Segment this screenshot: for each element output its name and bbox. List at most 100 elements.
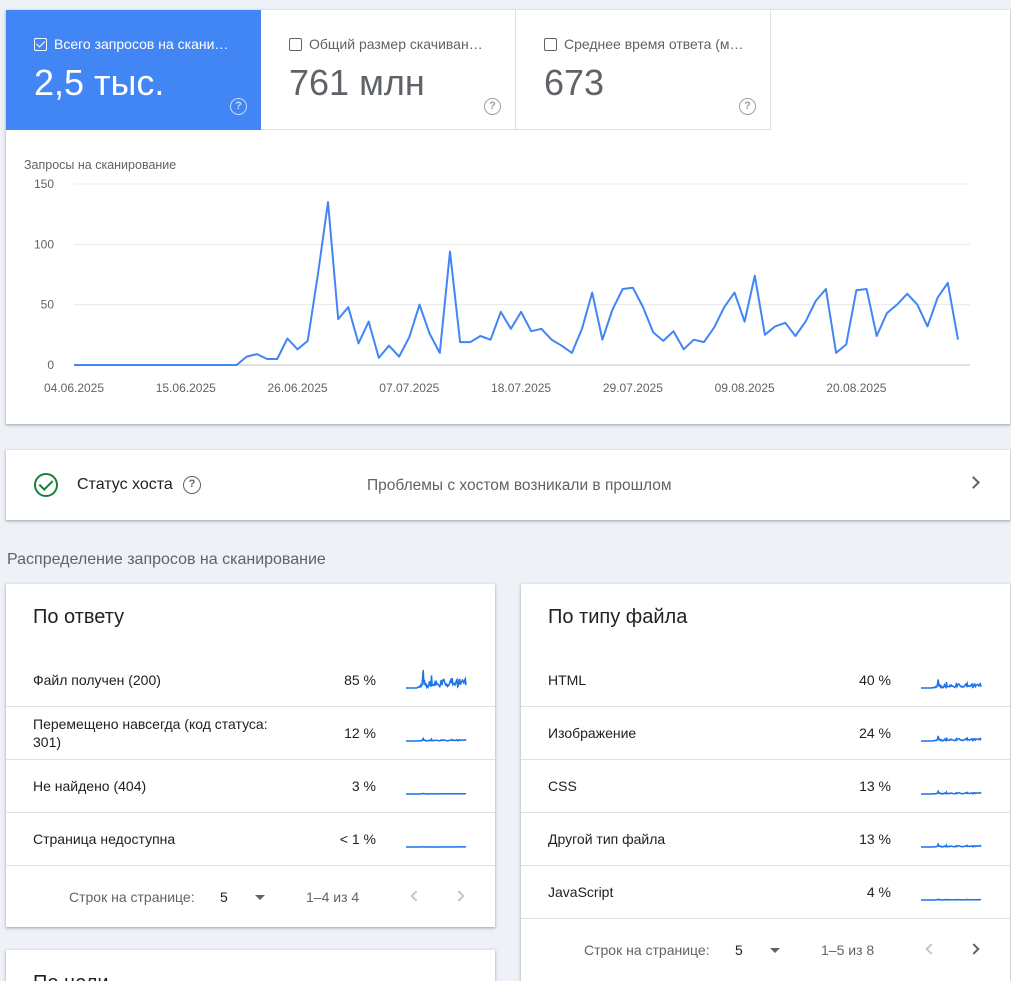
row-label: Другой тип файла: [548, 831, 666, 847]
chevron-left-icon[interactable]: [410, 890, 422, 902]
crawl-requests-chart[interactable]: 150 100 50 0 04.06.2025 15.06.2025 26.06.2025 0…: [6, 170, 1010, 420]
row-label: Страница недоступна: [33, 831, 176, 847]
sparkline-line: [921, 842, 982, 848]
x-tick-label: 29.07.2025: [603, 381, 663, 395]
x-tick-label: 09.08.2025: [715, 381, 775, 395]
table-row[interactable]: Другой тип файла 13 %: [521, 813, 1010, 866]
dropdown-arrow-icon[interactable]: [770, 948, 780, 953]
sparkline: [406, 669, 467, 690]
help-icon[interactable]: ?: [183, 476, 201, 494]
rows-per-page-label: Строк на странице:: [69, 889, 195, 905]
table-row[interactable]: Изображение 24 %: [521, 707, 1010, 760]
y-tick-label: 100: [34, 237, 54, 251]
x-tick-label: 15.06.2025: [156, 381, 216, 395]
checkbox-checked-icon[interactable]: [34, 38, 47, 51]
sparkline-line: [406, 669, 467, 690]
by-file-type-card: По типу файла HTML 40 % Изображение 24 % CSS…: [521, 584, 1010, 981]
row-label: Перемещено навсегда (код статуса: 301): [33, 716, 268, 750]
y-tick-label: 50: [41, 298, 55, 312]
sparkline-line: [921, 898, 982, 901]
table-row[interactable]: HTML 40 %: [521, 654, 1010, 707]
row-percent: 24 %: [859, 725, 891, 741]
chevron-right-icon[interactable]: [968, 943, 980, 955]
crawl-stats-card: Всего запросов на скани… 2,5 тыс. ? Общи…: [6, 10, 1010, 424]
x-tick-label: 26.06.2025: [268, 381, 328, 395]
row-percent: 3 %: [351, 778, 376, 794]
metric-value: 761 млн: [289, 62, 425, 103]
x-tick-label: 18.07.2025: [491, 381, 551, 395]
row-percent: 12 %: [344, 725, 376, 741]
by-response-card: По ответу Файл получен (200) 85 % Перемеще…: [6, 584, 495, 927]
sparkline-line: [921, 735, 982, 742]
metric-total-requests[interactable]: Всего запросов на скани… 2,5 тыс. ?: [6, 10, 261, 130]
sparkline-line: [921, 789, 982, 795]
help-icon[interactable]: ?: [739, 98, 756, 115]
row-percent: 40 %: [859, 672, 891, 688]
row-label: Не найдено (404): [33, 778, 147, 794]
checkbox-icon[interactable]: [544, 38, 557, 51]
table-row[interactable]: Перемещено навсегда (код статуса: 301) 12…: [6, 707, 495, 760]
metric-label: Общий размер скачиван…: [309, 36, 483, 52]
row-percent: 13 %: [859, 778, 891, 794]
pagination: Строк на странице: 5 1–4 из 4: [6, 867, 495, 927]
metric-response-time[interactable]: Среднее время ответа (м… 673 ?: [516, 10, 771, 130]
x-tick-label: 20.08.2025: [826, 381, 886, 395]
sparkline-line: [406, 736, 467, 742]
help-icon[interactable]: ?: [484, 98, 501, 115]
by-purpose-card: По цели: [6, 950, 495, 981]
chevron-right-icon[interactable]: [453, 890, 465, 902]
dropdown-arrow-icon[interactable]: [255, 895, 265, 900]
row-percent: < 1 %: [339, 831, 376, 847]
pagination: Строк на странице: 5 1–5 из 8: [521, 920, 1010, 980]
page-range: 1–4 из 4: [306, 889, 360, 905]
y-tick-label: 150: [34, 177, 54, 191]
rows-per-page-select[interactable]: 5: [220, 889, 228, 905]
row-label: JavaScript: [548, 884, 614, 900]
row-label: Изображение: [548, 725, 637, 741]
row-percent: 85 %: [344, 672, 376, 688]
metric-value: 673: [544, 62, 605, 103]
row-percent: 4 %: [866, 884, 891, 900]
table-row[interactable]: Не найдено (404) 3 %: [6, 760, 495, 813]
table-row[interactable]: Страница недоступна < 1 %: [6, 813, 495, 866]
table-row[interactable]: Файл получен (200) 85 %: [6, 654, 495, 707]
metric-download-size[interactable]: Общий размер скачиван… 761 млн ?: [261, 10, 516, 130]
rows-per-page-label: Строк на странице:: [584, 942, 710, 958]
host-status-text: Проблемы с хостом возникали в прошлом: [367, 477, 672, 494]
chart-title: Запросы на сканирование: [24, 158, 177, 172]
chevron-right-icon[interactable]: [967, 476, 980, 489]
metric-label: Всего запросов на скани…: [54, 36, 229, 52]
card-title: По типу файла: [548, 606, 688, 628]
series-line: [74, 201, 959, 366]
sparkline: [406, 846, 467, 848]
rows-per-page-select[interactable]: 5: [735, 942, 743, 958]
row-label: Файл получен (200): [33, 672, 161, 688]
section-title: Распределение запросов на сканирование: [7, 551, 326, 568]
sparkline-line: [406, 792, 467, 795]
host-status-title: Статус хоста: [77, 476, 173, 493]
card-title: По цели: [33, 972, 109, 981]
page-range: 1–5 из 8: [821, 942, 875, 958]
table-row[interactable]: CSS 13 %: [521, 760, 1010, 813]
metric-value: 2,5 тыс.: [34, 62, 165, 103]
host-status-card[interactable]: Статус хоста ? Проблемы с хостом возника…: [6, 450, 1010, 520]
sparkline: [921, 842, 982, 848]
row-label: CSS: [548, 778, 577, 794]
metric-label: Среднее время ответа (м…: [564, 36, 744, 52]
row-label: HTML: [548, 672, 587, 688]
sparkline: [921, 735, 982, 742]
card-title: По ответу: [33, 606, 125, 628]
help-icon[interactable]: ?: [230, 98, 247, 115]
sparkline-line: [921, 679, 982, 690]
sparkline: [921, 789, 982, 795]
sparkline: [921, 898, 982, 901]
sparkline: [406, 736, 467, 742]
y-tick-label: 0: [47, 358, 54, 372]
x-tick-label: 07.07.2025: [379, 381, 439, 395]
table-row[interactable]: JavaScript 4 %: [521, 866, 1010, 919]
x-tick-label: 04.06.2025: [44, 381, 104, 395]
chevron-left-icon[interactable]: [925, 943, 937, 955]
sparkline: [406, 792, 467, 795]
checkbox-icon[interactable]: [289, 38, 302, 51]
row-percent: 13 %: [859, 831, 891, 847]
